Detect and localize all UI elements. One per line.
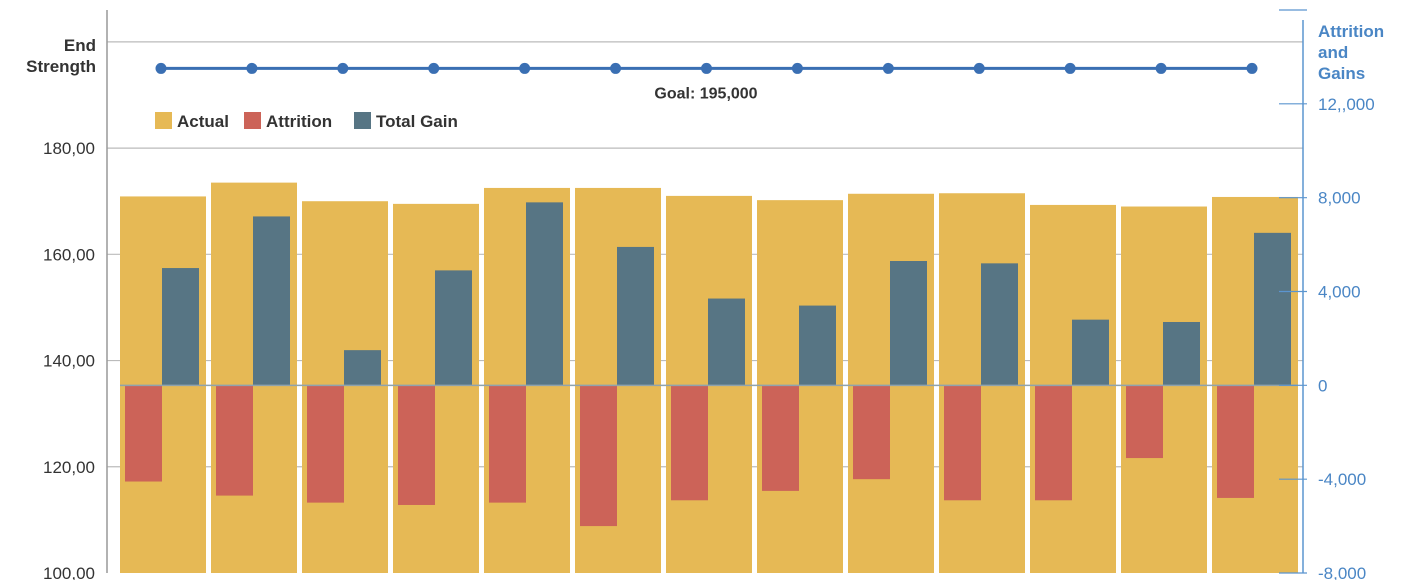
attrition-bars [125,385,1254,527]
bar-total-gain [1072,319,1109,386]
goal-marker [1246,62,1258,74]
left-tick-label: 180,00 [43,139,95,158]
right-axis: -8,000 -4,000 0 4,000 8,000 12,,000 Attrition a… [1279,9,1384,580]
legend-label: Total Gain [376,112,458,131]
right-tick-label: 12,,000 [1318,95,1375,114]
total-gain-bars [162,202,1291,386]
goal-line-group: Goal: 195,000 [155,62,1258,102]
right-axis-title: and [1318,43,1348,62]
bar-total-gain [526,202,563,386]
left-tick-label: 100,00 [43,564,95,580]
left-axis-title: End [64,36,96,55]
goal-marker [701,62,712,74]
bar-total-gain [162,268,199,386]
bar-attrition [1035,385,1072,501]
goal-label: Goal: 195,000 [654,85,757,102]
bar-total-gain [344,350,381,386]
bar-attrition [762,385,799,491]
goal-marker [155,62,167,74]
bar-total-gain [1163,321,1200,386]
left-tick-label: 120,00 [43,458,95,477]
legend-swatch [155,112,172,129]
bar-attrition [489,385,526,503]
legend-swatch [244,112,261,129]
right-tick-label: -8,000 [1318,564,1366,580]
bar-attrition [853,385,890,480]
goal-marker [973,62,985,74]
bar-attrition [216,385,253,496]
bar-total-gain [1254,232,1291,386]
right-tick-label: -4,000 [1318,470,1366,489]
left-axis: 100,00 120,00 140,00 160,00 180,00 End Strengt… [26,10,108,580]
goal-marker [1155,62,1167,74]
legend-swatch [354,112,371,129]
bar-total-gain [617,246,654,386]
left-tick-label: 160,00 [43,245,95,264]
legend: Actual Attrition Total Gain [155,112,458,131]
bar-total-gain [253,216,290,386]
goal-marker [791,62,803,74]
bar-total-gain [799,305,836,386]
right-axis-title: Gains [1318,64,1365,83]
bar-total-gain [981,263,1018,386]
bar-attrition [125,385,162,482]
bar-total-gain [435,270,472,386]
goal-marker [882,62,894,74]
bar-attrition [398,385,435,505]
bar-attrition [1217,385,1254,498]
goal-marker [337,62,349,74]
bar-attrition [307,385,344,503]
goal-marker [246,62,258,74]
goal-marker [428,62,440,74]
right-tick-label: 8,000 [1318,189,1361,208]
bar-attrition [1126,385,1163,459]
legend-label: Actual [177,112,229,131]
right-axis-title: Attrition [1318,22,1384,41]
goal-marker [1064,62,1076,74]
bar-total-gain [890,261,927,386]
right-tick-label: 4,000 [1318,283,1361,302]
bar-total-gain [708,298,745,386]
left-axis-title: Strength [26,57,96,76]
right-tick-label: 0 [1318,376,1327,395]
goal-marker [519,62,531,74]
left-tick-label: 140,00 [43,352,95,371]
bar-attrition [671,385,708,501]
goal-marker [610,62,622,74]
bar-attrition [580,385,617,527]
bar-attrition [944,385,981,501]
legend-label: Attrition [266,112,332,131]
